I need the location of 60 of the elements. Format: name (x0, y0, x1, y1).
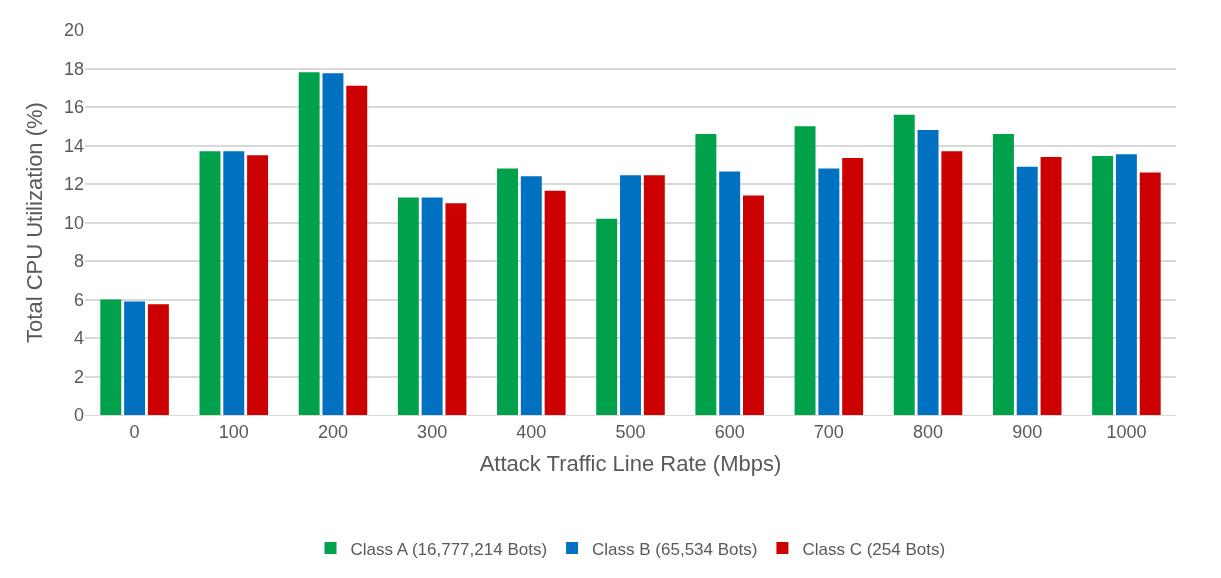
x-tick-label: 400 (516, 421, 547, 442)
x-tick-label: 800 (913, 421, 944, 442)
bar (124, 301, 146, 415)
bar (596, 218, 618, 415)
y-tick-label: 14 (63, 135, 84, 156)
bar (842, 158, 864, 415)
bar (992, 133, 1014, 415)
bar (620, 175, 641, 415)
y-tick-label: 6 (73, 289, 84, 310)
x-tick-label: 600 (714, 421, 745, 442)
bar (1139, 172, 1161, 415)
x-tick-label: 500 (615, 421, 646, 442)
x-axis-title: Attack Traffic Line Rate (Mbps) (479, 451, 782, 477)
y-tick-label: 20 (63, 20, 84, 41)
y-tick-label: 4 (73, 328, 84, 349)
bar (322, 73, 344, 415)
x-tick-label: 900 (1012, 421, 1043, 442)
bar (743, 195, 764, 415)
y-tick-label: 2 (73, 366, 84, 387)
bar (497, 168, 518, 415)
y-tick-label: 0 (73, 405, 84, 426)
bar (445, 203, 467, 415)
legend-label: Class C (254 Bots) (802, 539, 946, 559)
bar (794, 126, 816, 415)
bar (941, 151, 963, 415)
y-tick-label: 18 (63, 58, 84, 79)
y-tick-label: 8 (73, 251, 84, 272)
y-axis-title: Total CPU Utilization (%) (21, 102, 47, 343)
bar (147, 304, 169, 415)
bar (397, 197, 419, 415)
bar (199, 151, 221, 415)
bar (346, 85, 368, 415)
bar (421, 197, 443, 415)
bar (1040, 157, 1062, 415)
legend-label: Class A (16,777,214 Bots) (350, 539, 548, 559)
x-tick-label: 300 (417, 421, 448, 442)
bar (1092, 156, 1114, 415)
bar (917, 130, 939, 415)
x-tick-label: 700 (813, 421, 844, 442)
bar (544, 190, 566, 415)
bar (643, 175, 665, 415)
x-tick-label: 0 (129, 421, 140, 442)
bar (298, 72, 320, 415)
y-tick-label: 16 (63, 97, 84, 118)
bar (719, 171, 741, 415)
bar (1115, 154, 1137, 415)
bar (223, 151, 245, 415)
legend-label: Class B (65,534 Bots) (592, 539, 758, 559)
bar (695, 133, 717, 415)
bar (247, 155, 269, 415)
bar (100, 299, 122, 415)
bar (1016, 166, 1038, 415)
bar (520, 176, 542, 415)
x-tick-label: 1000 (1106, 421, 1147, 442)
y-tick-label: 12 (63, 174, 84, 195)
x-tick-label: 100 (218, 421, 249, 442)
x-tick-label: 200 (317, 421, 348, 442)
bar (893, 114, 915, 415)
bar (818, 168, 840, 415)
y-tick-label: 10 (63, 212, 84, 233)
